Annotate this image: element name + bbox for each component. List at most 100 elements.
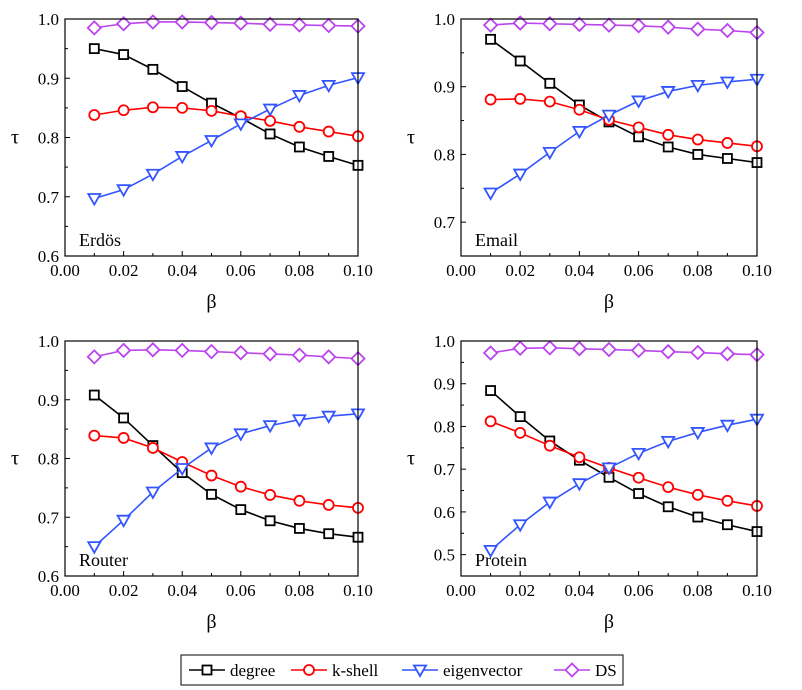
x-tick-label: 0.00	[446, 261, 476, 280]
data-point	[116, 514, 132, 529]
y-tick-label: 0.9	[434, 375, 455, 394]
data-point	[233, 344, 249, 361]
data-point	[88, 109, 101, 121]
data-point	[117, 104, 130, 117]
series-line-DS	[94, 21, 359, 29]
x-tick-label: 0.00	[50, 581, 80, 600]
data-point	[174, 463, 190, 477]
data-point	[482, 17, 499, 33]
legend-label-kshell: k-shell	[332, 661, 379, 680]
data-point	[660, 86, 676, 100]
data-point	[206, 488, 217, 500]
data-point	[262, 103, 278, 117]
x-axis-title: β	[206, 291, 216, 313]
panel-2: 0.00 0.02 0.04 0.06 0.08 0.10 0.6 0.7 0.8 0.9 1.0 R…	[11, 332, 373, 633]
data-point	[632, 471, 645, 484]
x-tick-label: 0.06	[226, 581, 256, 600]
y-tick-label: 0.6	[38, 247, 59, 266]
panel-label: Protein	[475, 550, 527, 570]
x-tick-label: 0.06	[624, 261, 654, 280]
data-point	[542, 15, 558, 32]
data-point	[483, 187, 499, 201]
series-line-k-shell	[94, 106, 359, 138]
data-point	[662, 501, 674, 513]
series-line-k-shell	[490, 420, 758, 507]
y-tick-label: 0.7	[434, 213, 456, 232]
data-point	[291, 17, 308, 33]
data-point	[293, 141, 305, 153]
data-point	[571, 340, 588, 357]
data-point	[262, 420, 278, 434]
data-point	[322, 499, 335, 511]
x-tick-label: 0.00	[446, 581, 476, 600]
series-line-eigenvector	[94, 76, 359, 200]
data-point	[512, 15, 528, 31]
series-line-degree	[490, 38, 758, 164]
y-tick-label: 0.6	[38, 567, 59, 586]
y-tick-label: 0.8	[38, 129, 59, 148]
panel-1: 0.00 0.02 0.04 0.06 0.08 0.10 0.7 0.8 0.9 1.0 Emai…	[407, 10, 772, 313]
y-tick-label: 0.9	[434, 78, 455, 97]
data-point	[690, 344, 706, 361]
plot-frame	[64, 340, 359, 577]
data-point	[88, 429, 101, 442]
series-line-DS	[490, 22, 758, 34]
data-point	[323, 151, 335, 162]
y-tick-label: 0.6	[434, 503, 455, 522]
data-point	[116, 184, 132, 198]
data-point	[632, 121, 645, 134]
data-point	[118, 412, 129, 424]
data-point	[86, 193, 102, 207]
x-tick-label: 0.02	[109, 581, 139, 600]
y-tick-label: 0.8	[434, 145, 455, 164]
data-point	[176, 101, 189, 114]
data-point	[234, 480, 247, 493]
data-point	[233, 118, 249, 132]
legend-marker-eigen	[412, 664, 428, 678]
series-line-degree	[93, 394, 359, 539]
plot-frame	[460, 18, 758, 257]
legend-label-eigen: eigenvector	[443, 661, 523, 680]
data-point	[483, 544, 499, 559]
data-point	[571, 16, 588, 33]
x-tick-label: 0.10	[343, 581, 373, 600]
series-line-DS	[94, 349, 359, 360]
data-point	[690, 79, 706, 94]
data-point	[117, 432, 130, 444]
data-point	[88, 389, 100, 401]
data-point	[631, 447, 647, 462]
data-point	[291, 90, 307, 104]
data-point	[320, 349, 337, 365]
data-point	[145, 14, 161, 30]
data-point	[512, 168, 528, 182]
y-tick-label: 0.9	[38, 391, 59, 410]
data-point	[262, 16, 278, 33]
data-point	[721, 494, 734, 507]
data-point	[692, 511, 704, 523]
y-tick-label: 1.0	[38, 332, 59, 351]
y-tick-label: 0.7	[38, 508, 60, 527]
data-point	[691, 133, 704, 146]
legend-marker-degree	[201, 664, 213, 676]
data-point	[514, 426, 527, 439]
y-tick-label: 0.5	[434, 546, 455, 565]
x-tick-label: 0.00	[50, 261, 80, 280]
data-point	[630, 342, 647, 359]
data-point	[719, 76, 735, 90]
data-point	[601, 17, 617, 33]
data-point	[630, 17, 647, 34]
series-line-eigenvector	[490, 78, 758, 194]
data-point	[118, 49, 129, 60]
x-tick-label: 0.04	[167, 261, 197, 280]
data-point	[86, 541, 102, 555]
y-axis-title: τ	[407, 448, 415, 470]
x-axis-title: β	[604, 291, 614, 313]
data-point	[291, 347, 308, 363]
data-point	[146, 442, 159, 454]
y-axis-title: τ	[407, 127, 415, 149]
y-tick-label: 0.8	[434, 417, 455, 436]
panel-3: 0.00 0.02 0.04 0.06 0.08 0.10 0.5 0.6 0.7 0.8 0.9 1…	[407, 332, 772, 633]
data-point	[235, 504, 247, 516]
data-point	[264, 115, 277, 127]
data-point	[660, 343, 676, 360]
